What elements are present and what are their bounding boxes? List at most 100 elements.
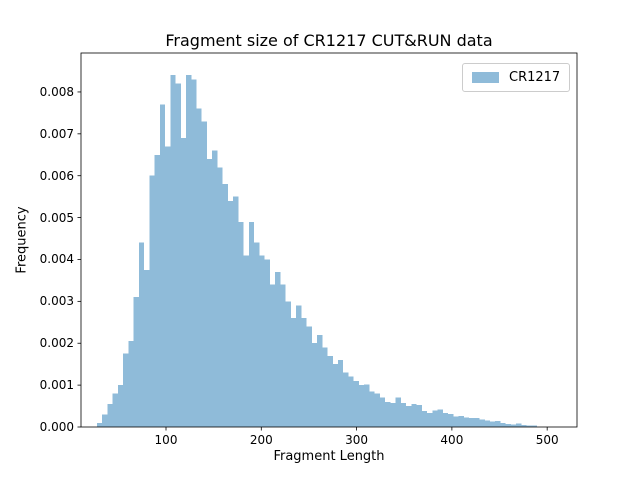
histogram-bar xyxy=(516,423,522,427)
histogram-bar xyxy=(416,404,422,427)
histogram-bar xyxy=(165,146,171,427)
histogram-bar xyxy=(500,422,506,427)
histogram-bars xyxy=(96,75,538,428)
histogram-bar xyxy=(201,121,207,428)
histogram-bar xyxy=(301,318,307,427)
histogram-bar xyxy=(112,393,118,427)
histogram-bar xyxy=(222,184,228,427)
histogram-bar xyxy=(521,424,527,427)
histogram-bar xyxy=(364,384,370,427)
histogram-bar xyxy=(510,424,517,427)
legend: CR1217 xyxy=(462,63,570,92)
histogram-bar xyxy=(531,425,538,427)
histogram-bar xyxy=(437,409,443,427)
histogram-bar xyxy=(395,397,401,427)
histogram-bar xyxy=(128,341,134,427)
chart-title: Fragment size of CR1217 CUT&RUN data xyxy=(165,31,493,50)
y-tick-label: 0.001 xyxy=(39,378,74,393)
histogram-bar xyxy=(306,326,312,427)
histogram-bar xyxy=(102,414,108,427)
histogram-bar xyxy=(259,255,265,427)
y-tick-label: 0.005 xyxy=(39,210,74,225)
histogram-bar xyxy=(427,413,433,427)
histogram-bar xyxy=(479,419,485,427)
histogram-bar xyxy=(463,417,470,427)
x-tick-label: 500 xyxy=(535,433,559,447)
histogram-bar xyxy=(227,200,234,427)
histogram-bar xyxy=(212,150,218,427)
histogram-bar xyxy=(526,425,532,427)
histogram-bar xyxy=(495,421,501,427)
histogram-bar xyxy=(353,380,359,427)
histogram-bar xyxy=(138,242,145,427)
histogram-bar xyxy=(117,385,124,427)
histogram-bar xyxy=(285,301,291,427)
histogram-bar xyxy=(107,403,113,427)
histogram-bar xyxy=(233,196,239,427)
histogram-bar xyxy=(348,376,354,427)
x-tick-label: 100 xyxy=(154,433,178,447)
histogram-bar xyxy=(159,104,166,427)
histogram-bar xyxy=(343,372,349,427)
legend-swatch-icon xyxy=(472,72,499,83)
x-tick-label: 300 xyxy=(345,433,369,447)
y-tick-label: 0.003 xyxy=(39,294,74,309)
histogram-bar xyxy=(290,318,297,427)
histogram-bar xyxy=(196,108,202,428)
histogram-bar xyxy=(505,424,511,427)
histogram-bar xyxy=(96,422,103,427)
histogram-bar xyxy=(442,413,449,427)
histogram-bar xyxy=(269,284,276,427)
histogram-bar xyxy=(311,343,318,427)
histogram-bar xyxy=(280,284,286,427)
histogram-bar xyxy=(453,416,459,427)
histogram-bar xyxy=(275,272,281,427)
y-tick-label: 0.004 xyxy=(39,252,74,267)
histogram-bar xyxy=(296,305,302,427)
histogram-bar xyxy=(385,401,391,427)
x-tick-label: 400 xyxy=(440,433,464,447)
histogram-bar xyxy=(458,416,464,427)
histogram-bar xyxy=(264,259,270,427)
y-tick-label: 0.006 xyxy=(39,168,74,183)
y-tick-label: 0.002 xyxy=(39,336,74,351)
histogram-bar xyxy=(448,414,454,427)
histogram-bar xyxy=(489,421,496,427)
histogram-bar xyxy=(484,420,490,427)
histogram-bar xyxy=(180,138,187,427)
histogram-bar xyxy=(338,359,344,427)
y-tick-label: 0.000 xyxy=(39,420,74,434)
histogram-bar xyxy=(191,79,197,427)
y-tick-label: 0.007 xyxy=(39,126,74,141)
histogram-bar xyxy=(379,397,386,427)
histogram-bar xyxy=(421,411,428,427)
histogram-bar xyxy=(154,154,160,428)
histogram-bar xyxy=(358,385,365,427)
histogram-bar xyxy=(369,391,375,427)
histogram-bar xyxy=(133,297,139,427)
tick-marks xyxy=(77,91,548,431)
y-tick-label: 0.008 xyxy=(39,84,74,99)
y-axis-label: Frequency xyxy=(14,206,30,274)
histogram-bar xyxy=(243,255,249,427)
histogram-bar xyxy=(317,334,323,427)
histogram-bar xyxy=(149,175,155,427)
legend-label: CR1217 xyxy=(509,70,561,85)
histogram-bar xyxy=(411,403,417,427)
histogram-bar xyxy=(474,418,480,427)
histogram-bar xyxy=(254,242,260,427)
x-axis-label: Fragment Length xyxy=(273,449,385,464)
histogram-bar xyxy=(170,75,176,428)
histogram-bar xyxy=(322,347,328,427)
histogram-bar xyxy=(469,417,475,427)
histogram-bar xyxy=(327,355,333,427)
histogram-bar xyxy=(390,403,396,427)
histogram-bar xyxy=(432,410,438,427)
histogram-bar xyxy=(374,393,380,427)
histogram-bar xyxy=(217,167,223,428)
plot-spines xyxy=(80,52,578,428)
histogram-bar xyxy=(248,221,255,427)
histogram-bar xyxy=(332,364,339,427)
